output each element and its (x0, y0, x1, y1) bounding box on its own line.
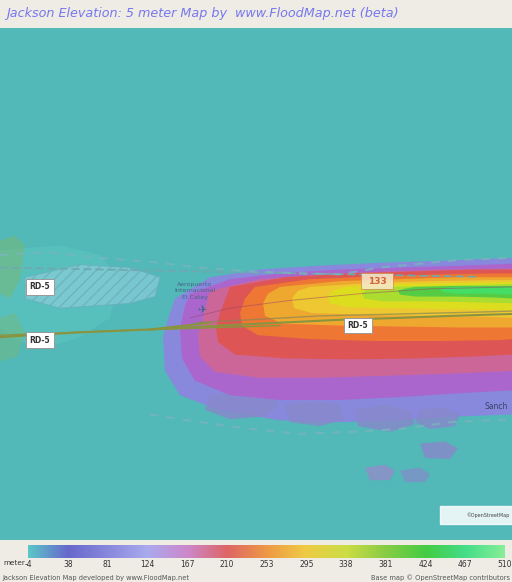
Text: Sanch: Sanch (485, 402, 508, 411)
Text: RD-5: RD-5 (348, 321, 368, 330)
Text: -4: -4 (24, 559, 32, 569)
Polygon shape (0, 246, 120, 347)
Polygon shape (420, 442, 458, 459)
Polygon shape (400, 467, 430, 482)
FancyBboxPatch shape (361, 274, 393, 289)
Polygon shape (180, 264, 512, 400)
Polygon shape (25, 265, 160, 308)
Polygon shape (205, 391, 280, 419)
Text: Base map © OpenStreetMap contributors: Base map © OpenStreetMap contributors (371, 574, 510, 581)
Polygon shape (163, 258, 512, 422)
Polygon shape (216, 269, 512, 360)
Text: 81: 81 (103, 559, 112, 569)
Polygon shape (240, 274, 512, 341)
Text: RD-5: RD-5 (30, 282, 50, 292)
Text: 133: 133 (368, 276, 387, 286)
Text: 510: 510 (498, 559, 512, 569)
FancyBboxPatch shape (26, 279, 54, 294)
Text: 295: 295 (299, 559, 313, 569)
Polygon shape (0, 313, 25, 361)
Polygon shape (365, 464, 395, 480)
Polygon shape (0, 236, 25, 299)
Text: Jackson Elevation Map developed by www.FloodMap.net: Jackson Elevation Map developed by www.F… (2, 575, 189, 581)
Bar (440, 506, 512, 524)
Text: meter: meter (3, 559, 25, 566)
Text: 167: 167 (180, 559, 194, 569)
FancyBboxPatch shape (26, 332, 54, 348)
Text: 467: 467 (458, 559, 473, 569)
Text: 424: 424 (418, 559, 433, 569)
Polygon shape (328, 282, 512, 310)
Polygon shape (198, 268, 512, 378)
Polygon shape (362, 284, 512, 303)
Polygon shape (292, 280, 512, 318)
Text: 338: 338 (339, 559, 353, 569)
Polygon shape (415, 408, 460, 429)
FancyBboxPatch shape (344, 318, 372, 333)
Polygon shape (398, 286, 512, 299)
Text: Aeropuerto
Internacional
El Catey: Aeropuerto Internacional El Catey (174, 282, 216, 300)
Text: 253: 253 (259, 559, 274, 569)
Polygon shape (285, 401, 345, 426)
Polygon shape (355, 405, 415, 432)
Polygon shape (0, 28, 512, 540)
Text: Jackson Elevation: 5 meter Map by  www.FloodMap.net (beta): Jackson Elevation: 5 meter Map by www.Fl… (6, 8, 399, 20)
Text: 38: 38 (63, 559, 73, 569)
Text: RD-5: RD-5 (30, 336, 50, 345)
Text: ✈: ✈ (197, 305, 207, 315)
Text: 381: 381 (378, 559, 393, 569)
Text: ©OpenStreetMap: ©OpenStreetMap (467, 512, 510, 518)
Text: 124: 124 (140, 559, 155, 569)
Polygon shape (263, 277, 512, 328)
Text: 210: 210 (220, 559, 234, 569)
Polygon shape (440, 287, 512, 294)
